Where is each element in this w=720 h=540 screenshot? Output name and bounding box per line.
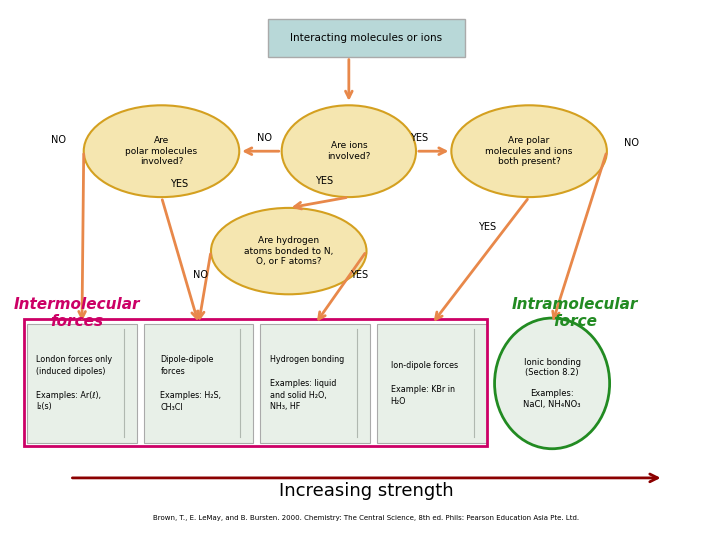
Text: Increasing strength: Increasing strength xyxy=(279,482,454,501)
Text: YES: YES xyxy=(477,222,496,232)
Text: Brown, T., E. LeMay, and B. Bursten. 2000. Chemistry: The Central Science, 8th e: Brown, T., E. LeMay, and B. Bursten. 200… xyxy=(153,515,580,522)
Ellipse shape xyxy=(84,105,239,197)
FancyBboxPatch shape xyxy=(377,324,487,443)
Ellipse shape xyxy=(451,105,607,197)
FancyBboxPatch shape xyxy=(144,324,253,443)
Text: Interacting molecules or ions: Interacting molecules or ions xyxy=(290,33,443,43)
Ellipse shape xyxy=(211,208,366,294)
Ellipse shape xyxy=(495,318,610,449)
Text: Are
polar molecules
involved?: Are polar molecules involved? xyxy=(125,136,197,166)
Text: Ionic bonding
(Section 8.2)

Examples:
NaCl, NH₄NO₃: Ionic bonding (Section 8.2) Examples: Na… xyxy=(523,358,581,409)
FancyBboxPatch shape xyxy=(27,324,137,443)
Text: YES: YES xyxy=(315,176,333,186)
Text: Intermolecular
forces: Intermolecular forces xyxy=(14,297,140,329)
Text: YES: YES xyxy=(170,179,188,188)
FancyBboxPatch shape xyxy=(261,324,370,443)
Ellipse shape xyxy=(282,105,416,197)
Text: NO: NO xyxy=(52,136,66,145)
Text: Intramolecular
force: Intramolecular force xyxy=(512,297,638,329)
Text: Ion-dipole forces

Example: KBr in
H₂O: Ion-dipole forces Example: KBr in H₂O xyxy=(391,361,458,406)
Text: YES: YES xyxy=(351,271,369,280)
Text: Are hydrogen
atoms bonded to N,
O, or F atoms?: Are hydrogen atoms bonded to N, O, or F … xyxy=(244,236,333,266)
Text: Dipole-dipole
forces

Examples: H₂S,
CH₃Cl: Dipole-dipole forces Examples: H₂S, CH₃C… xyxy=(161,355,222,411)
Text: Are ions
involved?: Are ions involved? xyxy=(327,141,371,161)
Text: NO: NO xyxy=(256,133,271,143)
FancyBboxPatch shape xyxy=(268,19,466,57)
Text: NO: NO xyxy=(624,138,639,148)
Text: Are polar
molecules and ions
both present?: Are polar molecules and ions both presen… xyxy=(485,136,573,166)
Text: Hydrogen bonding

Examples: liquid
and solid H₂O,
NH₃, HF: Hydrogen bonding Examples: liquid and so… xyxy=(271,355,345,411)
Text: NO: NO xyxy=(193,271,208,280)
Text: London forces only
(induced dipoles)

Examples: Ar(ℓ),
I₂(s): London forces only (induced dipoles) Exa… xyxy=(36,355,112,411)
Text: YES: YES xyxy=(410,133,428,143)
